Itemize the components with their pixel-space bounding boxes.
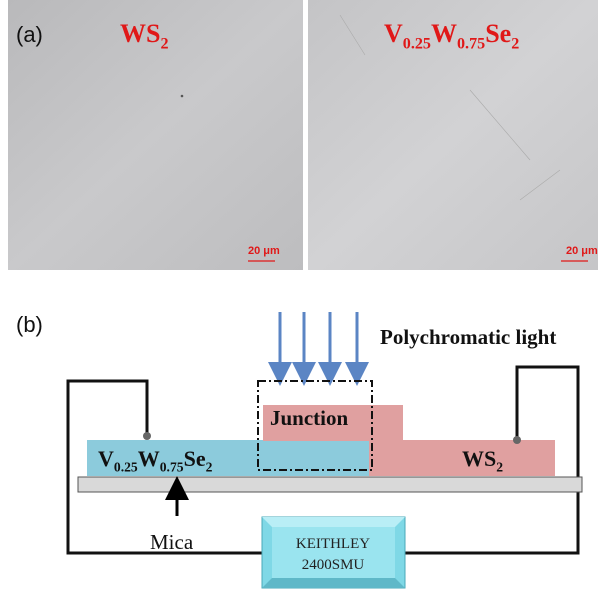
- formula-main: W: [138, 446, 160, 471]
- formula-subscript: 0.25: [114, 460, 138, 475]
- scale-bar-label: 20 μm: [248, 245, 280, 257]
- formula-subscript: 2: [496, 460, 503, 475]
- formula-subscript: 0.75: [160, 460, 184, 475]
- formula-subscript: 2: [511, 36, 519, 53]
- light-label: Polychromatic light: [380, 325, 556, 349]
- instrument-label: 2400SMU: [302, 557, 365, 573]
- formula-subscript: 2: [160, 36, 168, 53]
- formula-main: WS: [120, 19, 160, 48]
- substrate-label: Mica: [150, 530, 194, 554]
- mica-substrate: [78, 477, 582, 492]
- formula-main: WS: [462, 446, 496, 471]
- figure: (a) WS2 V0.25W0.75Se2 20 μm 20 μm (b) Po…: [0, 0, 606, 589]
- scale-bar-label: 20 μm: [566, 245, 598, 257]
- formula-main: Se: [184, 446, 206, 471]
- formula-main: W: [431, 19, 457, 48]
- panel-label: (a): [16, 22, 43, 47]
- panel-label: (b): [16, 312, 43, 337]
- formula-subscript: 2: [206, 460, 213, 475]
- contact: [143, 432, 151, 440]
- junction-label: Junction: [270, 406, 349, 430]
- formula-main: V: [98, 446, 114, 471]
- instrument: [262, 517, 405, 588]
- instrument-label: KEITHLEY: [296, 536, 370, 552]
- formula-main: V: [384, 19, 403, 48]
- light-arrows: [280, 312, 357, 374]
- formula-subscript: 0.25: [403, 36, 431, 53]
- formula-subscript: 0.75: [457, 36, 485, 53]
- formula-main: Se: [485, 19, 511, 48]
- contact: [513, 436, 521, 444]
- surface-particle: [181, 95, 184, 98]
